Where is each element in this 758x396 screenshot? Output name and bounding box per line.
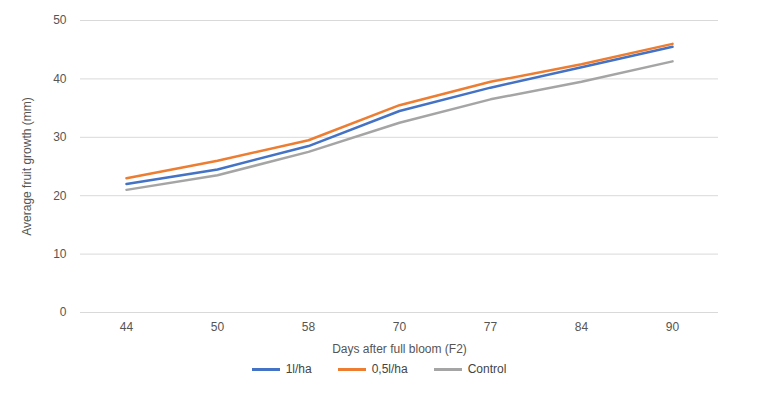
html-text:0,5l/ha: 0,5l/ha — [371, 362, 408, 376]
svg-text:77: 77 — [484, 320, 498, 334]
svg-text:84: 84 — [575, 320, 589, 334]
html-text:1l/ha: 1l/ha — [285, 362, 312, 376]
svg-text:20: 20 — [53, 189, 67, 203]
svg-text:30: 30 — [53, 130, 67, 144]
html-text:Control: Control — [467, 362, 507, 376]
svg-text:44: 44 — [120, 320, 134, 334]
svg-text:90: 90 — [666, 320, 680, 334]
svg-text:58: 58 — [302, 320, 316, 334]
svg-text:50: 50 — [53, 13, 67, 27]
svg-text:Days after full bloom (F2): Days after full bloom (F2) — [332, 342, 467, 356]
svg-text:40: 40 — [53, 72, 67, 86]
svg-text:0: 0 — [60, 305, 67, 319]
svg-text:Average fruit growth (mm): Average fruit growth (mm) — [20, 97, 34, 236]
svg-text:10: 10 — [53, 247, 67, 261]
svg-text:50: 50 — [211, 320, 225, 334]
svg-text:70: 70 — [393, 320, 407, 334]
